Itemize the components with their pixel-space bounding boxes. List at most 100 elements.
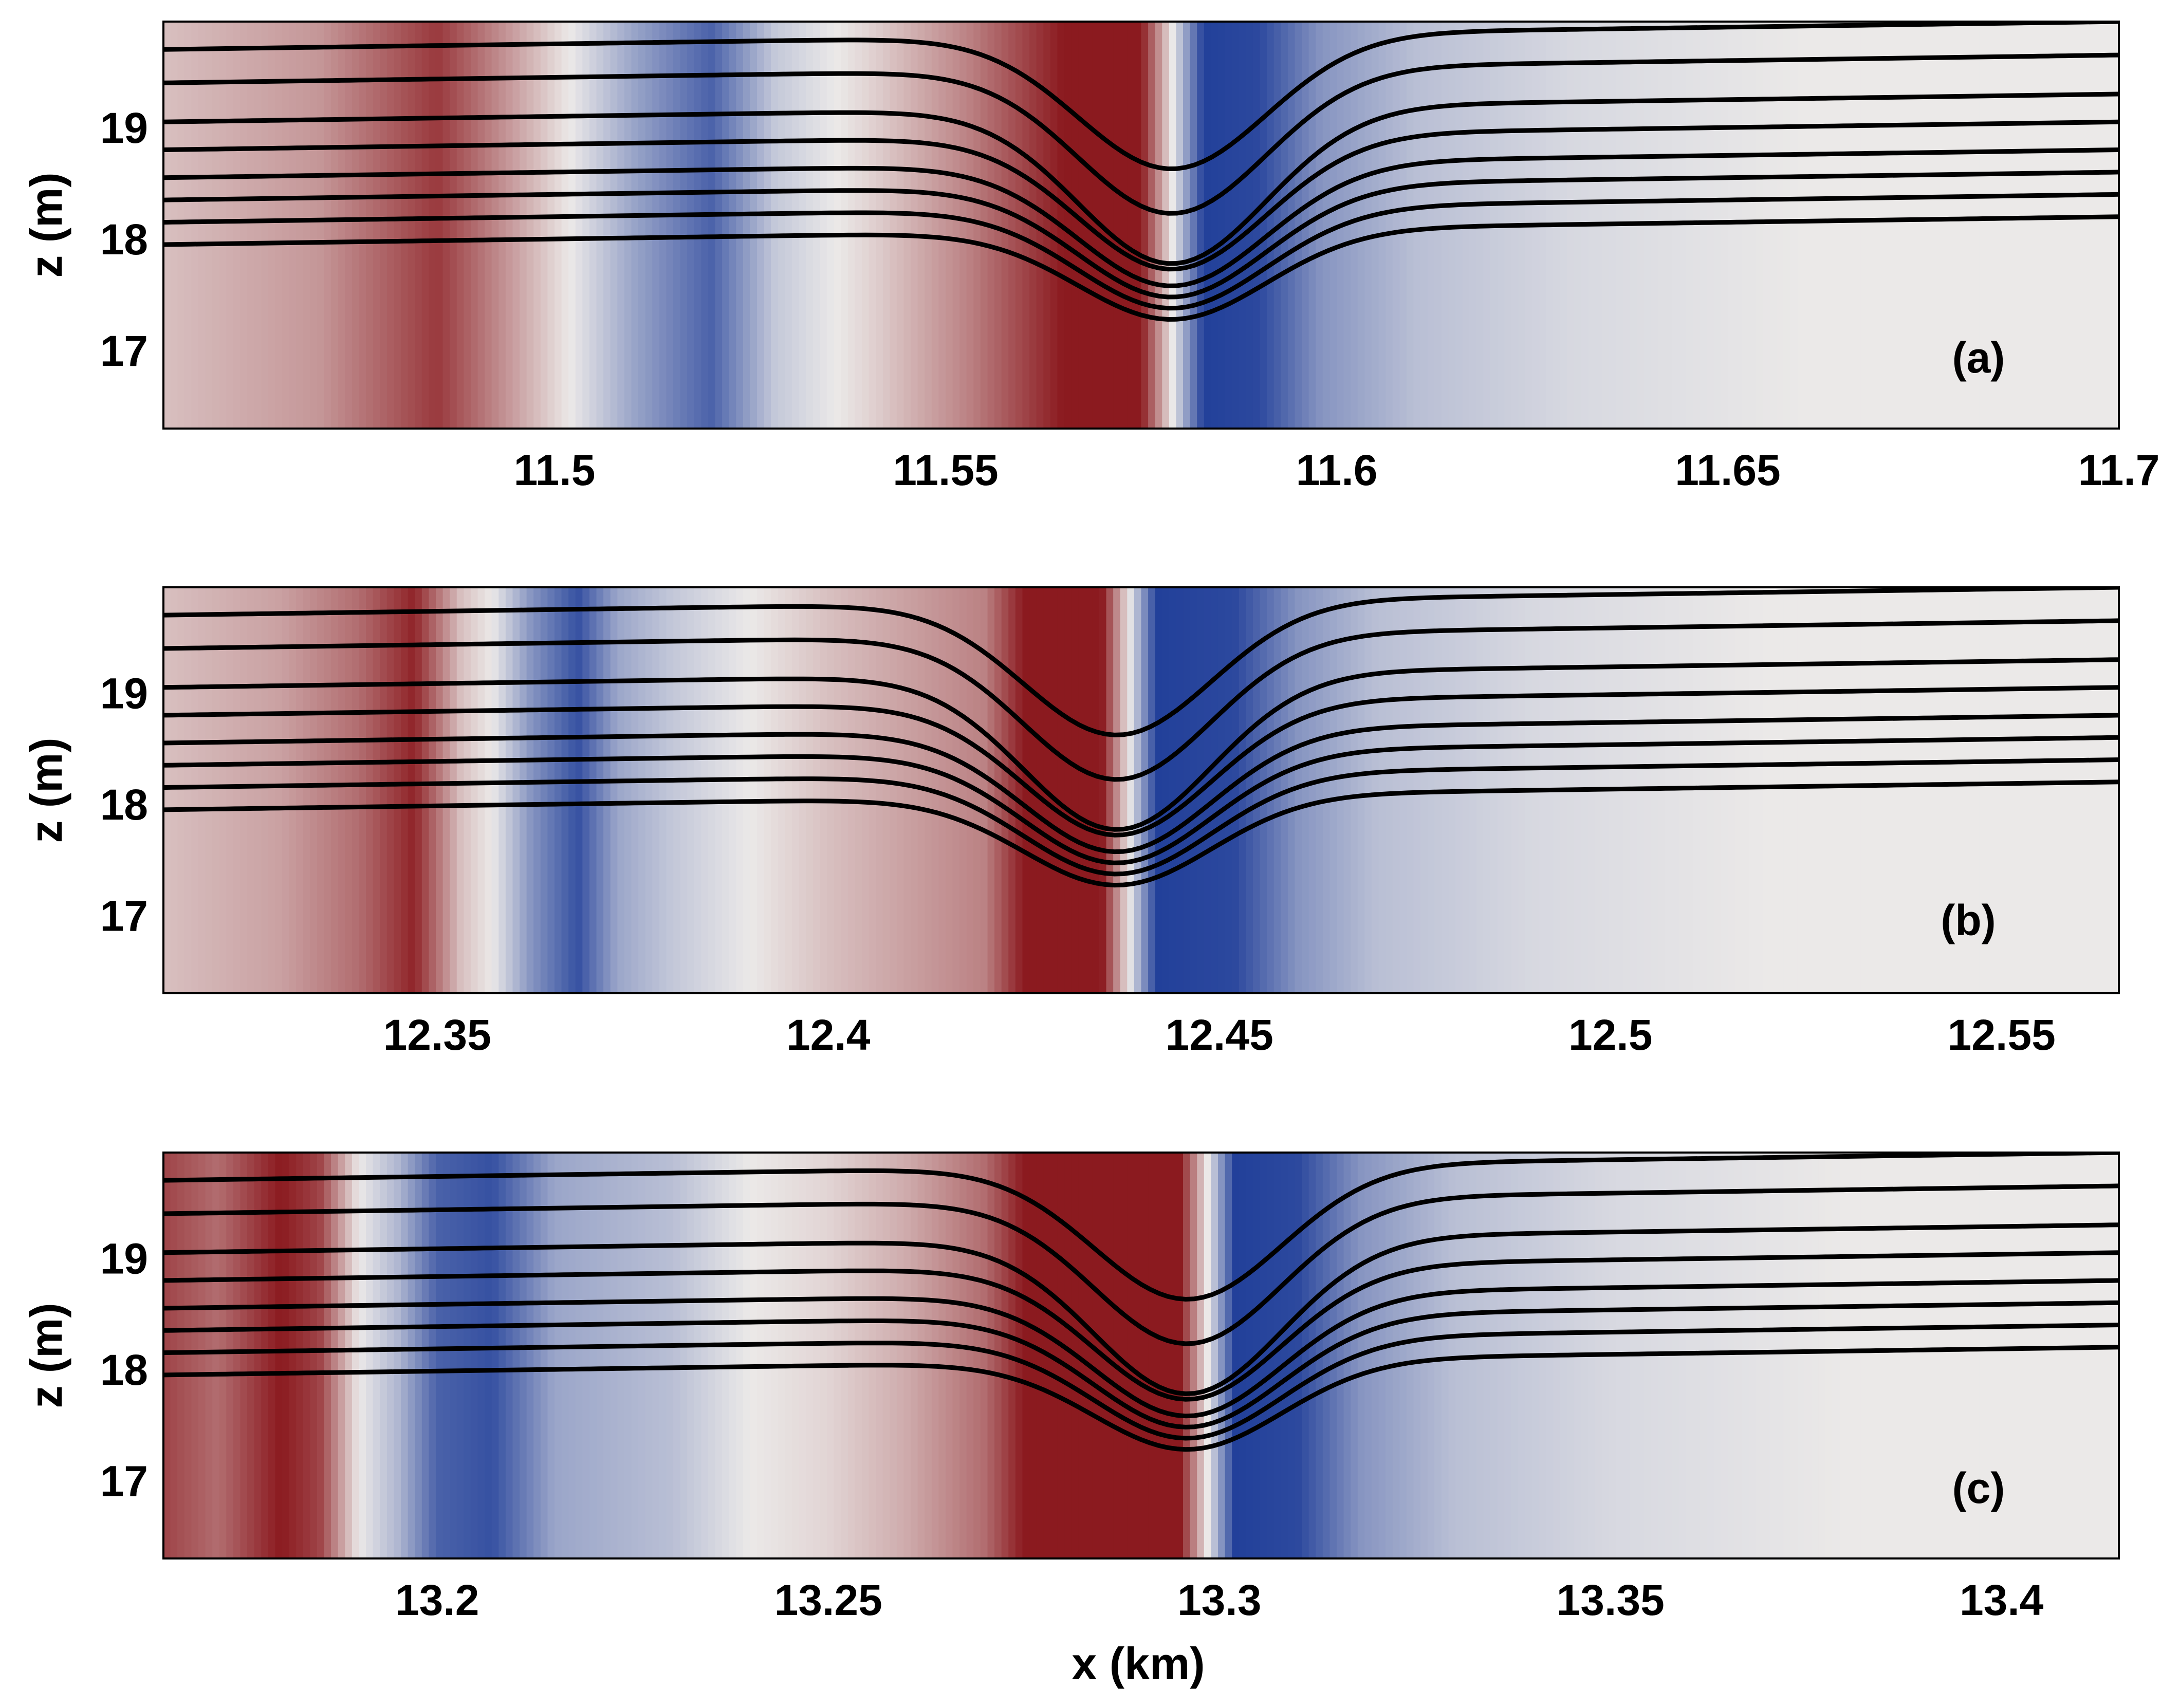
heatmap-cell-c [1783, 1153, 1791, 1558]
heatmap-cell-a [386, 22, 395, 429]
heatmap-cell-a [296, 22, 304, 429]
contour-lines-c [163, 1153, 2119, 1452]
heatmap-cell-c [1756, 1153, 1763, 1558]
heatmap-cell-c [757, 1153, 765, 1558]
heatmap-cell-a [778, 22, 786, 429]
heatmap-cell-b [282, 587, 290, 993]
heatmap-cell-c [1127, 1153, 1135, 1558]
heatmap-cell-a [2049, 22, 2057, 429]
heatmap-cell-a [498, 22, 506, 429]
heatmap-cell-a [896, 22, 904, 429]
heatmap-cell-c [345, 1153, 353, 1558]
heatmap-cell-a [1001, 22, 1009, 429]
heatmap-cell-b [1916, 587, 1924, 993]
heatmap-cell-c [1874, 1153, 1882, 1558]
heatmap-cell-c [792, 1153, 800, 1558]
heatmap-cell-c [1273, 1153, 1282, 1558]
heatmap-cell-b [771, 587, 779, 993]
heatmap-cell-a [2070, 22, 2078, 429]
heatmap-cell-a [359, 22, 367, 429]
heatmap-cell-b [1092, 587, 1100, 993]
heatmap-cell-c [2098, 1153, 2105, 1558]
heatmap-cell-c [841, 1153, 848, 1558]
contour-line-a [163, 214, 2119, 322]
heatmap-cell-b [464, 587, 471, 993]
heatmap-cell-c [456, 1153, 465, 1558]
heatmap-cell-a [911, 22, 918, 429]
heatmap-cell-a [1427, 22, 1435, 429]
heatmap-cell-a [1043, 22, 1051, 429]
heatmap-cell-c [631, 1153, 639, 1558]
heatmap-cell-a [645, 22, 653, 429]
x-tick-label-a: 11.7 [2078, 446, 2160, 494]
heatmap-cell-c [310, 1153, 318, 1558]
heatmap-cell-a [275, 22, 283, 429]
heatmap-cell-a [973, 22, 981, 429]
heatmap-cell-c [366, 1153, 374, 1558]
heatmap-cell-a [282, 22, 290, 429]
heatmap-cell-b [1273, 587, 1282, 993]
heatmap-cell-b [687, 587, 695, 993]
heatmap-cell-b [743, 587, 751, 993]
heatmap-cell-b [911, 587, 918, 993]
heatmap-cell-a [2091, 22, 2099, 429]
heatmap-cell-a [1008, 22, 1016, 429]
heatmap-cell-a [1127, 22, 1135, 429]
heatmap-cell-c [435, 1153, 444, 1558]
heatmap-cell-b [638, 587, 646, 993]
heatmap-cell-b [1036, 587, 1044, 993]
heatmap-cell-c [386, 1153, 395, 1558]
heatmap-cell-b [1839, 587, 1848, 993]
heatmap-cell-b [345, 587, 353, 993]
heatmap-cell-b [1756, 587, 1763, 993]
heatmap-cell-a [1204, 22, 1212, 429]
heatmap-cell-b [1148, 587, 1156, 993]
heatmap-cell-a [520, 22, 527, 429]
heatmap-cell-c [1812, 1153, 1819, 1558]
heatmap-cell-b [2028, 587, 2036, 993]
heatmap-cell-b [498, 587, 506, 993]
y-tick-labels-a: 17 18 19 [100, 104, 148, 375]
heatmap-cell-c [1839, 1153, 1848, 1558]
heatmap-cell-c [610, 1153, 618, 1558]
heatmap-cell-c [1141, 1153, 1149, 1558]
heatmap-cell-a [1721, 22, 1728, 429]
heatmap-cell-b [456, 587, 465, 993]
heatmap-cell-a [1113, 22, 1121, 429]
contour-line-c [163, 1323, 2119, 1441]
heatmap-cell-c [1392, 1153, 1400, 1558]
heatmap-cell-a [2028, 22, 2036, 429]
heatmap-cell-c [317, 1153, 325, 1558]
heatmap-cell-b [1252, 587, 1261, 993]
heatmap-cell-c [1902, 1153, 1910, 1558]
heatmap-cell-b [1371, 587, 1379, 993]
heatmap-cell-c [547, 1153, 555, 1558]
heatmap-cell-a [477, 22, 486, 429]
heatmap-cell-b [1742, 587, 1749, 993]
heatmap-cell-a [1937, 22, 1945, 429]
heatmap-cell-c [1804, 1153, 1813, 1558]
heatmap-cell-c [1888, 1153, 1896, 1558]
heatmap-cell-c [2035, 1153, 2043, 1558]
y-tick-label-a: 18 [100, 215, 148, 264]
heatmap-cell-c [1329, 1153, 1337, 1558]
heatmap-cell-c [442, 1153, 451, 1558]
heatmap-cell-a [931, 22, 939, 429]
heatmap-cell-c [582, 1153, 590, 1558]
heatmap-cell-a [547, 22, 555, 429]
heatmap-cell-a [1155, 22, 1163, 429]
heatmap-cell-b [1874, 587, 1882, 993]
heatmap-cell-a [1728, 22, 1735, 429]
panel-label-a: (a) [1952, 333, 2005, 382]
heatmap-cell-b [1734, 587, 1743, 993]
heatmap-cell-b [876, 587, 883, 993]
heatmap-cell-b [1190, 587, 1198, 993]
heatmap-cell-a [421, 22, 430, 429]
heatmap-cell-a [1022, 22, 1030, 429]
heatmap-cell-c [847, 1153, 856, 1558]
heatmap-cell-c [1106, 1153, 1114, 1558]
heatmap-cell-b [959, 587, 967, 993]
heatmap-cell-c [1742, 1153, 1749, 1558]
heatmap-cell-a [526, 22, 534, 429]
contour-line-c [163, 1250, 2119, 1402]
